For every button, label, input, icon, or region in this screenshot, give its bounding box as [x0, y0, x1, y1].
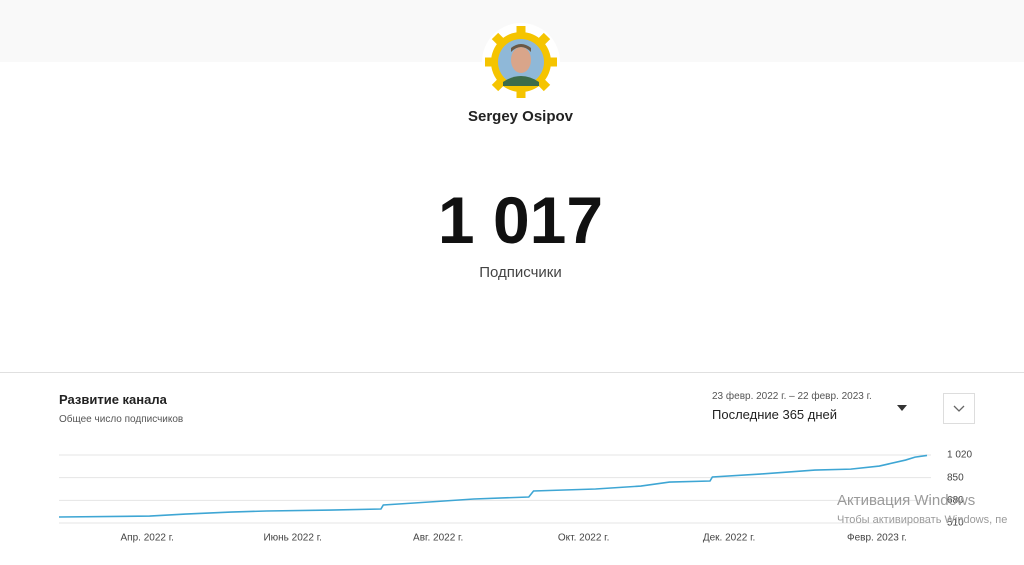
chart-subtitle: Общее число подписчиков	[59, 414, 184, 425]
period-select[interactable]: Последние 365 дней	[712, 407, 838, 422]
chart: 510 680 850 1 020 Апр. 2022 г. Июнь 2022 г. Ав…	[58, 450, 972, 544]
avatar[interactable]	[481, 22, 561, 102]
x-tick-label: Февр. 2023 г.	[847, 533, 907, 544]
dropdown-arrow[interactable]	[896, 404, 908, 412]
watermark-text: Чтобы активировать Windows, пе	[837, 514, 1008, 526]
chart-title: Развитие канала	[59, 392, 167, 407]
watermark-title: Активация Windows	[837, 492, 976, 509]
y-tick-label: 850	[947, 472, 964, 483]
x-tick-label: Апр. 2022 г.	[121, 533, 174, 544]
y-tick-label: 1 020	[947, 450, 972, 461]
divider	[0, 372, 1024, 373]
series-line	[58, 454, 928, 518]
y-tick-label: 510	[947, 518, 964, 529]
x-tick-label: Июнь 2022 г.	[263, 533, 321, 544]
x-tick-label: Дек. 2022 г.	[703, 533, 756, 544]
x-tick-label: Окт. 2022 г.	[558, 533, 610, 544]
subscriber-count: 1 017	[437, 183, 604, 257]
date-range: 23 февр. 2022 г. – 22 февр. 2023 г.	[712, 391, 872, 402]
y-tick-label: 680	[947, 495, 964, 506]
channel-name: Sergey Osipov	[467, 108, 574, 125]
expand-button[interactable]	[943, 393, 976, 425]
subscriber-label: Подписчики	[479, 264, 562, 281]
x-tick-label: Авг. 2022 г.	[413, 533, 463, 544]
